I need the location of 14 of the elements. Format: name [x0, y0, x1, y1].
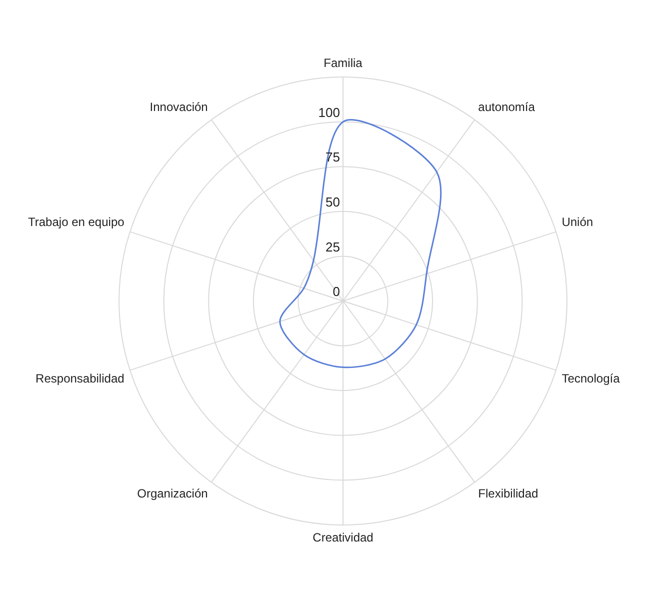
- spoke-label: Trabajo en equipo: [28, 215, 125, 230]
- spoke-label: Familia: [324, 56, 363, 70]
- y-tick-label: 0: [332, 284, 340, 300]
- spoke-label: Creatividad: [312, 530, 374, 544]
- y-tick-label: 100: [318, 104, 340, 120]
- spoke-label: Tecnología: [562, 372, 620, 386]
- spoke-label: autonomía: [478, 100, 536, 114]
- spoke-label: Innovación: [150, 100, 208, 114]
- y-tick-label: 50: [326, 194, 340, 210]
- spoke-label: Unión: [562, 215, 594, 230]
- y-tick-label: 25: [326, 239, 340, 254]
- spoke-label: Responsabilidad: [36, 372, 124, 386]
- spoke-label: Organización: [137, 486, 208, 501]
- spoke-label: Flexibilidad: [478, 486, 538, 501]
